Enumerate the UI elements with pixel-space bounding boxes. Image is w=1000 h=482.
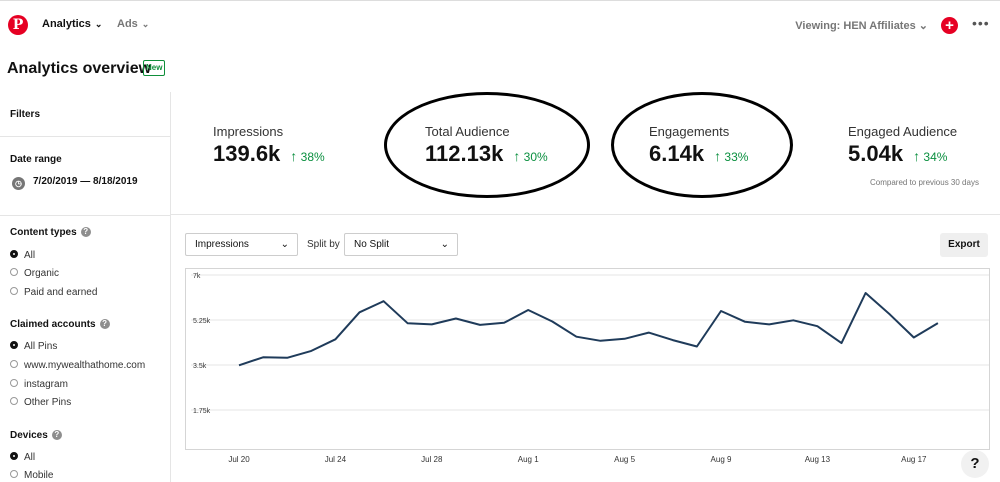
x-tick-label: Aug 5 bbox=[614, 455, 635, 464]
split-select[interactable]: No Split ⌄ bbox=[344, 233, 458, 256]
nav-ads[interactable]: Ads ⌄ bbox=[117, 18, 150, 30]
date-range-picker[interactable]: ◷ 7/20/2019 — 8/18/2019 bbox=[12, 176, 138, 190]
radio-selected-icon bbox=[10, 341, 18, 349]
divider bbox=[0, 136, 170, 137]
date-range-heading: Date range bbox=[10, 154, 62, 165]
divider bbox=[0, 215, 170, 216]
clock-icon: ◷ bbox=[12, 177, 25, 190]
radio-devices-all[interactable]: All bbox=[10, 452, 35, 463]
x-tick-label: Jul 24 bbox=[325, 455, 347, 464]
radio-selected-icon bbox=[10, 250, 18, 258]
split-by-label: Split by bbox=[307, 239, 340, 250]
radio-accounts-instagram[interactable]: instagram bbox=[10, 379, 68, 390]
radio-content-paid[interactable]: Paid and earned bbox=[10, 287, 97, 298]
x-tick-label: Jul 28 bbox=[421, 455, 443, 464]
help-icon[interactable]: ? bbox=[99, 319, 110, 329]
radio-content-organic[interactable]: Organic bbox=[10, 268, 59, 279]
metric-impressions[interactable]: Impressions 139.6k ↑ 38% bbox=[213, 124, 325, 167]
annotation-circle bbox=[384, 92, 590, 198]
radio-empty-icon bbox=[10, 287, 18, 295]
y-tick-label: 1.75k bbox=[193, 408, 211, 415]
radio-empty-icon bbox=[10, 397, 18, 405]
x-tick-label: Aug 13 bbox=[805, 455, 831, 464]
x-tick-label: Aug 17 bbox=[901, 455, 927, 464]
y-tick-label: 5.25k bbox=[193, 318, 211, 325]
metric-delta: 34% bbox=[923, 150, 948, 164]
chevron-down-icon: ⌄ bbox=[280, 239, 289, 250]
filters-sidebar: Filters Date range Content types? All Or… bbox=[0, 92, 171, 482]
export-button[interactable]: Export bbox=[940, 233, 988, 257]
radio-accounts-all-pins[interactable]: All Pins bbox=[10, 341, 57, 352]
viewing-account-selector[interactable]: Viewing: HEN Affiliates ⌄ bbox=[795, 20, 928, 32]
y-tick-label: 7k bbox=[193, 273, 201, 280]
radio-accounts-website[interactable]: www.mywealthathome.com bbox=[10, 360, 145, 371]
radio-selected-icon bbox=[10, 452, 18, 460]
radio-accounts-other[interactable]: Other Pins bbox=[10, 397, 71, 408]
top-bar: P Analytics ⌄ Ads ⌄ Viewing: HEN Affiliate… bbox=[0, 0, 1000, 51]
line-chart: 7k 5.25k 3.5k 1.75k Jul 20 Jul 24 Jul 28 Aug 1 A… bbox=[191, 273, 989, 464]
metric-value: 139.6k bbox=[213, 141, 281, 166]
radio-empty-icon bbox=[10, 379, 18, 387]
metric-label: Engaged Audience bbox=[848, 124, 958, 139]
chevron-down-icon: ⌄ bbox=[94, 19, 103, 29]
create-plus-button[interactable]: + bbox=[941, 17, 958, 34]
x-tick-label: Jul 20 bbox=[228, 455, 250, 464]
chevron-down-icon: ⌄ bbox=[141, 19, 150, 29]
radio-devices-mobile[interactable]: Mobile bbox=[10, 470, 53, 481]
metric-engaged-audience[interactable]: Engaged Audience 5.04k ↑ 34% bbox=[848, 124, 957, 167]
help-icon[interactable]: ? bbox=[80, 227, 91, 237]
metric-select[interactable]: Impressions ⌄ bbox=[185, 233, 298, 256]
new-badge: New bbox=[143, 60, 166, 76]
arrow-up-icon: ↑ bbox=[913, 148, 921, 164]
radio-empty-icon bbox=[10, 268, 18, 276]
metric-value: 5.04k bbox=[848, 141, 904, 166]
x-tick-label: Aug 1 bbox=[518, 455, 539, 464]
more-options-icon[interactable]: ••• bbox=[972, 15, 990, 31]
page-title: Analytics overview bbox=[7, 60, 152, 77]
metric-delta: 38% bbox=[300, 150, 325, 164]
series-line-impressions bbox=[238, 292, 939, 367]
help-button[interactable]: ? bbox=[961, 450, 989, 478]
chevron-down-icon: ⌄ bbox=[440, 239, 449, 250]
devices-heading: Devices? bbox=[10, 430, 62, 441]
annotation-circle bbox=[611, 92, 793, 198]
metric-label: Impressions bbox=[213, 124, 284, 139]
arrow-up-icon: ↑ bbox=[290, 148, 298, 164]
nav-analytics[interactable]: Analytics ⌄ bbox=[42, 18, 103, 30]
content-types-heading: Content types? bbox=[10, 227, 91, 238]
help-icon[interactable]: ? bbox=[51, 430, 62, 440]
chevron-down-icon: ⌄ bbox=[918, 20, 928, 32]
filters-heading: Filters bbox=[10, 109, 41, 120]
radio-empty-icon bbox=[10, 360, 18, 368]
y-tick-label: 3.5k bbox=[193, 363, 207, 370]
radio-empty-icon bbox=[10, 470, 18, 478]
radio-content-all[interactable]: All bbox=[10, 250, 35, 261]
claimed-accounts-heading: Claimed accounts? bbox=[10, 319, 110, 330]
compared-note: Compared to previous 30 days bbox=[870, 178, 979, 187]
x-tick-label: Aug 9 bbox=[711, 455, 732, 464]
pinterest-logo-icon[interactable]: P bbox=[8, 15, 28, 35]
impressions-chart: 7k 5.25k 3.5k 1.75k Jul 20 Jul 24 Jul 28 Aug 1 A… bbox=[185, 268, 990, 464]
